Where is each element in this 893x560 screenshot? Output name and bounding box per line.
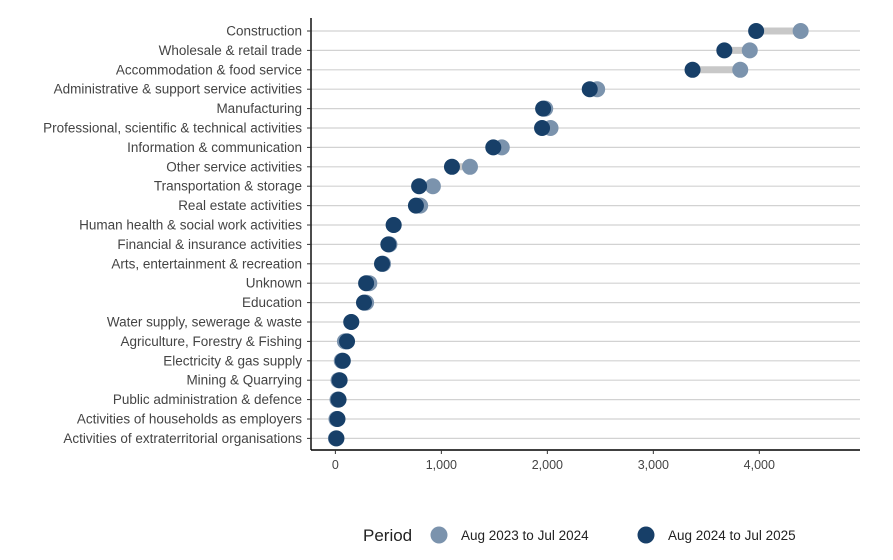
point-period-2	[716, 42, 733, 59]
legend-swatch-period-1	[430, 526, 448, 544]
x-tick-label: 2,000	[532, 458, 563, 472]
point-period-2	[343, 314, 360, 330]
legend-label-period-1: Aug 2023 to Jul 2024	[461, 528, 589, 543]
x-tick-label: 4,000	[744, 458, 775, 472]
legend: Period Aug 2023 to Jul 2024 Aug 2024 to …	[363, 526, 796, 545]
point-period-2	[374, 255, 391, 272]
point-period-2	[328, 430, 345, 447]
category-label: Activities of extraterritorial organisat…	[63, 431, 302, 446]
point-period-2	[385, 217, 402, 233]
point-period-2	[355, 294, 372, 311]
point-period-2	[684, 61, 701, 78]
category-label: Real estate activities	[178, 198, 302, 213]
point-period-2	[581, 81, 598, 98]
category-label: Information & communication	[127, 140, 302, 155]
point-period-2	[485, 139, 502, 156]
x-axis-ticks: 0 1,000 2,000 3,000 4,000	[332, 450, 775, 472]
point-period-2	[443, 158, 460, 175]
point-period-2	[358, 275, 375, 292]
gridlines	[311, 30, 860, 439]
category-label: Transportation & storage	[154, 179, 302, 194]
y-axis-labels: Construction Wholesale & retail trade Acco…	[43, 24, 311, 446]
point-period-1	[741, 42, 758, 59]
point-period-2	[339, 333, 356, 350]
category-label: Accommodation & food service	[116, 62, 302, 77]
category-label: Wholesale & retail trade	[159, 43, 302, 58]
category-label: Construction	[226, 24, 302, 39]
category-label: Mining & Quarrying	[186, 373, 302, 388]
point-period-2	[411, 178, 428, 195]
category-label: Activities of households as employers	[77, 412, 302, 427]
category-label: Agriculture, Forestry & Fishing	[120, 334, 302, 349]
legend-title: Period	[363, 526, 412, 545]
x-tick-label: 0	[332, 458, 339, 472]
point-period-2	[748, 23, 765, 39]
category-label: Human health & social work activities	[79, 218, 302, 233]
category-label: Unknown	[246, 276, 302, 291]
point-period-2	[330, 391, 347, 408]
points-period-1	[327, 23, 809, 447]
x-tick-label: 3,000	[638, 458, 669, 472]
legend-label-period-2: Aug 2024 to Jul 2025	[668, 528, 796, 543]
point-period-2	[329, 411, 346, 427]
category-label: Manufacturing	[216, 101, 302, 116]
category-label: Financial & insurance activities	[117, 237, 302, 252]
category-label: Education	[242, 295, 302, 310]
category-label: Electricity & gas supply	[163, 353, 302, 368]
connectors	[335, 27, 801, 442]
x-tick-label: 1,000	[426, 458, 457, 472]
legend-swatch-period-2	[637, 526, 655, 544]
point-period-1	[461, 158, 478, 175]
point-period-2	[535, 100, 552, 117]
category-label: Administrative & support service activit…	[54, 82, 303, 97]
category-label: Water supply, sewerage & waste	[107, 315, 302, 330]
category-label: Other service activities	[166, 159, 302, 174]
points-period-2	[328, 23, 765, 447]
point-period-1	[732, 61, 749, 78]
axes	[310, 18, 860, 451]
category-label: Public administration & defence	[113, 392, 302, 407]
point-period-2	[407, 197, 424, 214]
point-period-2	[334, 352, 351, 369]
category-label: Arts, entertainment & recreation	[111, 256, 302, 271]
point-period-2	[534, 120, 551, 136]
point-period-1	[792, 23, 809, 39]
point-period-1	[424, 178, 441, 195]
point-period-2	[331, 372, 348, 389]
category-label: Professional, scientific & technical act…	[43, 121, 302, 136]
point-period-2	[380, 236, 397, 253]
